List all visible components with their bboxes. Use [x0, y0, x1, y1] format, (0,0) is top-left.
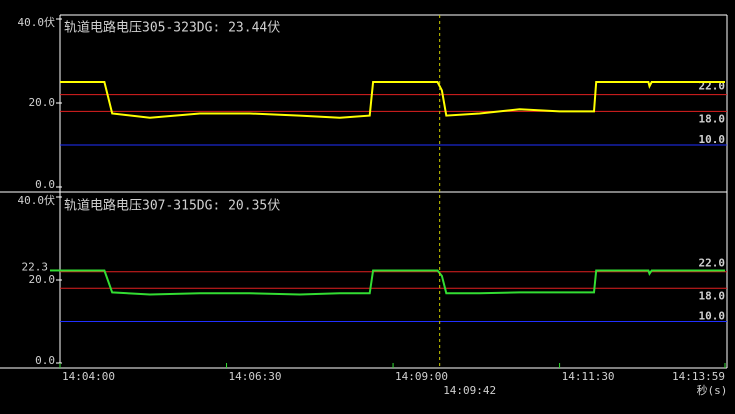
- threshold-label: 18.0: [699, 289, 726, 302]
- y-tick-label: 20.0: [29, 96, 56, 109]
- x-tick-label: 14:09:00: [395, 370, 448, 383]
- series-line: [60, 269, 725, 296]
- x-tick-label: 14:04:00: [62, 370, 115, 383]
- threshold-label: 10.0: [699, 133, 726, 146]
- x-axis-label: 秒(s): [697, 383, 728, 397]
- y-tick-label: 0.0: [35, 178, 55, 191]
- threshold-label: 22.0: [699, 257, 726, 270]
- y-tick-label: 40.0伏: [18, 15, 56, 29]
- threshold-label: 10.0: [699, 310, 726, 323]
- chart-title: 轨道电路电压307-315DG: 20.35伏: [64, 198, 280, 214]
- y-tick-label: 0.0: [35, 354, 55, 367]
- threshold-label: 18.0: [699, 112, 726, 125]
- cursor-label: 14:09:42: [443, 384, 496, 397]
- x-tick-label: 14:06:30: [229, 370, 282, 383]
- x-tick-label: 14:11:30: [562, 370, 615, 383]
- y-tick-label: 20.0: [29, 273, 56, 286]
- series-line: [60, 81, 725, 119]
- current-value-label: 22.3: [22, 260, 49, 273]
- y-tick-label: 40.0伏: [18, 193, 56, 207]
- chart-title: 轨道电路电压305-323DG: 23.44伏: [64, 20, 280, 36]
- x-tick-label: 14:13:59: [672, 370, 725, 383]
